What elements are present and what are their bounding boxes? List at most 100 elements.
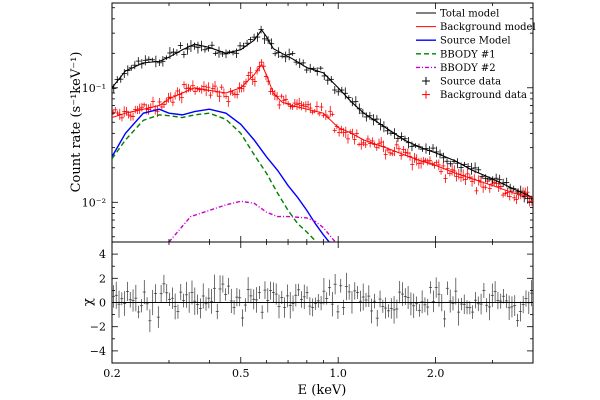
source-data-point bbox=[212, 51, 219, 56]
background-data-point bbox=[419, 157, 424, 169]
spectrum-x-ticks bbox=[111, 3, 534, 242]
legend-item-bb1: BBODY #1 bbox=[416, 49, 496, 60]
residual-point bbox=[229, 288, 233, 314]
background-data-point bbox=[512, 194, 517, 202]
legend-label: Source Model bbox=[440, 36, 511, 47]
residual-point bbox=[468, 301, 472, 315]
residual-point bbox=[123, 291, 127, 316]
bb2-curve bbox=[168, 200, 337, 242]
residual-point bbox=[375, 309, 379, 327]
bkg-curve bbox=[112, 63, 533, 199]
background-data-point bbox=[330, 112, 335, 117]
source-data-point bbox=[135, 57, 141, 66]
background-data-point bbox=[306, 100, 311, 109]
background-data-point bbox=[166, 92, 171, 103]
background-data-point bbox=[394, 140, 399, 150]
source-data-point bbox=[202, 46, 208, 53]
residual-point bbox=[476, 296, 480, 312]
residual-point bbox=[176, 304, 180, 319]
residual-point bbox=[490, 283, 494, 308]
residual-point bbox=[221, 275, 225, 293]
residual-point bbox=[204, 296, 208, 311]
background-data-point bbox=[146, 104, 151, 115]
spectrum-panel: 10⁻¹ 10⁻² Count rate (s⁻¹keV⁻¹) Total mod… bbox=[69, 2, 536, 243]
residual-point bbox=[339, 278, 343, 293]
background-data-point bbox=[383, 149, 388, 160]
residual-point bbox=[249, 288, 253, 304]
residual-point bbox=[493, 281, 497, 302]
residual-point bbox=[159, 284, 163, 303]
background-data-point bbox=[410, 158, 415, 171]
background-data-point bbox=[290, 103, 295, 110]
residual-point bbox=[364, 292, 368, 308]
residual-point bbox=[336, 304, 340, 319]
residual-tick-label: 0 bbox=[99, 297, 106, 310]
background-data-point bbox=[119, 114, 125, 122]
source-data-point bbox=[233, 48, 240, 59]
residual-point bbox=[445, 281, 449, 295]
residual-point bbox=[434, 277, 438, 298]
background-data-point bbox=[208, 91, 213, 99]
background-data-point bbox=[170, 98, 176, 107]
background-data-point bbox=[452, 165, 457, 177]
residual-point bbox=[372, 293, 376, 309]
residual-point bbox=[190, 280, 194, 305]
residual-point bbox=[271, 282, 275, 303]
residual-point bbox=[386, 304, 390, 318]
source-data-point bbox=[156, 59, 162, 67]
legend: Total model Background model Source Model B… bbox=[416, 9, 536, 101]
residual-point bbox=[246, 277, 250, 303]
background-data-point bbox=[248, 66, 253, 79]
residual-point bbox=[361, 283, 365, 311]
source-data-point bbox=[440, 152, 447, 163]
residual-point bbox=[502, 289, 506, 304]
background-data-point bbox=[288, 103, 293, 110]
legend-item-bkgdata: Background data bbox=[422, 90, 527, 101]
background-data-point bbox=[193, 88, 198, 95]
background-data-point bbox=[128, 111, 133, 121]
residual-point bbox=[184, 281, 188, 308]
residual-point bbox=[168, 292, 172, 307]
background-data-point bbox=[181, 81, 187, 88]
residual-point bbox=[288, 292, 292, 319]
legend-label: Background model bbox=[440, 22, 536, 33]
residual-point bbox=[389, 298, 393, 319]
source-data-point bbox=[433, 146, 440, 158]
residual-point bbox=[302, 284, 306, 310]
residual-tick-label: −4 bbox=[90, 345, 106, 358]
residual-point bbox=[457, 298, 461, 326]
residual-point bbox=[260, 305, 264, 320]
background-data-point bbox=[368, 139, 373, 148]
background-data-point bbox=[246, 71, 251, 80]
residual-point bbox=[420, 290, 424, 314]
residual-point bbox=[114, 281, 118, 309]
source-data-point bbox=[521, 190, 527, 203]
residual-point bbox=[344, 272, 348, 301]
residual-point bbox=[513, 295, 517, 317]
residual-point bbox=[400, 282, 404, 306]
legend-item-srcdata: Source data bbox=[422, 77, 501, 88]
residual-point bbox=[252, 289, 256, 310]
background-data-point bbox=[157, 98, 162, 106]
residual-point bbox=[277, 294, 281, 319]
residual-point bbox=[139, 299, 143, 313]
residual-point bbox=[280, 290, 284, 305]
residual-point bbox=[319, 295, 323, 311]
total-curve bbox=[112, 28, 533, 199]
residual-point bbox=[378, 290, 382, 308]
spectrum-y-axis-label: Count rate (s⁻¹keV⁻¹) bbox=[69, 52, 84, 193]
background-data-point bbox=[343, 126, 348, 139]
residual-point bbox=[283, 297, 287, 318]
residual-point bbox=[524, 290, 528, 307]
background-data-point bbox=[458, 172, 464, 182]
residual-point bbox=[496, 292, 500, 310]
residual-point bbox=[448, 289, 452, 313]
residual-point bbox=[210, 288, 214, 314]
background-data-point bbox=[501, 192, 506, 198]
residual-point bbox=[201, 283, 205, 309]
residual-point bbox=[462, 294, 466, 315]
residual-point bbox=[499, 293, 503, 309]
source-data-point bbox=[283, 51, 289, 63]
residual-point bbox=[207, 288, 211, 309]
background-data-point bbox=[361, 139, 366, 147]
